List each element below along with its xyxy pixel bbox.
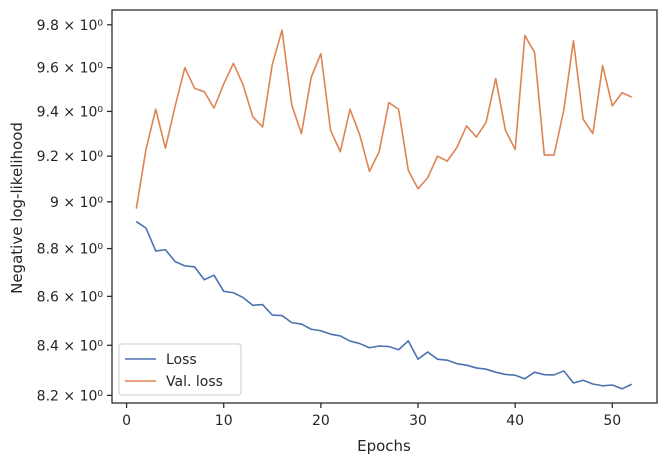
y-tick-label: 9 × 10⁰ [50,195,103,211]
x-axis-ticks: 0 10 20 30 40 50 [122,403,621,429]
x-tick-label: 50 [603,413,621,429]
legend-label: Loss [166,352,197,368]
series-line-val-loss [135,29,633,209]
x-tick-label: 30 [409,413,427,429]
y-axis-ticks: 8.2 × 10⁰ 8.4 × 10⁰ 8.6 × 10⁰ 8.8 × 10⁰ 9 × … [37,18,112,404]
x-axis-label: Epochs [357,437,411,455]
y-tick-label: 9.4 × 10⁰ [37,104,104,120]
y-tick-label: 8.4 × 10⁰ [37,338,104,354]
y-tick-label: 9.8 × 10⁰ [37,18,104,34]
x-tick-label: 40 [506,413,524,429]
y-tick-label: 8.6 × 10⁰ [37,289,104,305]
y-tick-label: 9.6 × 10⁰ [37,61,104,77]
plot-area [135,29,633,390]
y-tick-label: 8.2 × 10⁰ [37,388,104,404]
legend-box [118,343,242,396]
x-tick-label: 10 [215,413,233,429]
x-tick-label: 20 [312,413,330,429]
y-axis-label: Negative log-likelihood [8,122,26,294]
x-tick-label: 0 [122,413,131,429]
legend-label: Val. loss [166,374,223,390]
series-line-loss [135,220,633,390]
y-tick-label: 9.2 × 10⁰ [37,149,104,165]
axes-frame [111,9,658,404]
legend: Loss Val. loss [118,343,242,396]
y-tick-label: 8.8 × 10⁰ [37,242,104,258]
